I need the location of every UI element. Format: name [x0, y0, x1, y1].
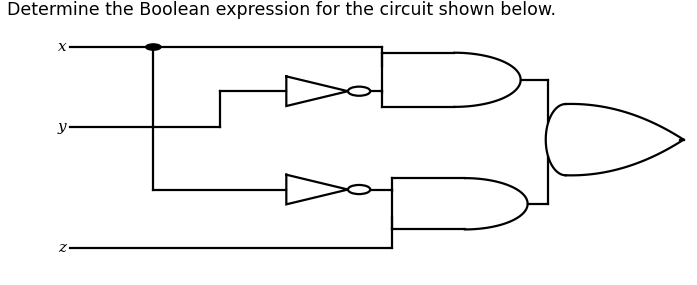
Circle shape [348, 185, 370, 194]
Text: x: x [58, 40, 66, 54]
Circle shape [146, 44, 161, 50]
Text: Determine the Boolean expression for the circuit shown below.: Determine the Boolean expression for the… [7, 1, 556, 19]
Text: z: z [59, 241, 66, 255]
Circle shape [348, 87, 370, 96]
Text: y: y [58, 120, 66, 134]
